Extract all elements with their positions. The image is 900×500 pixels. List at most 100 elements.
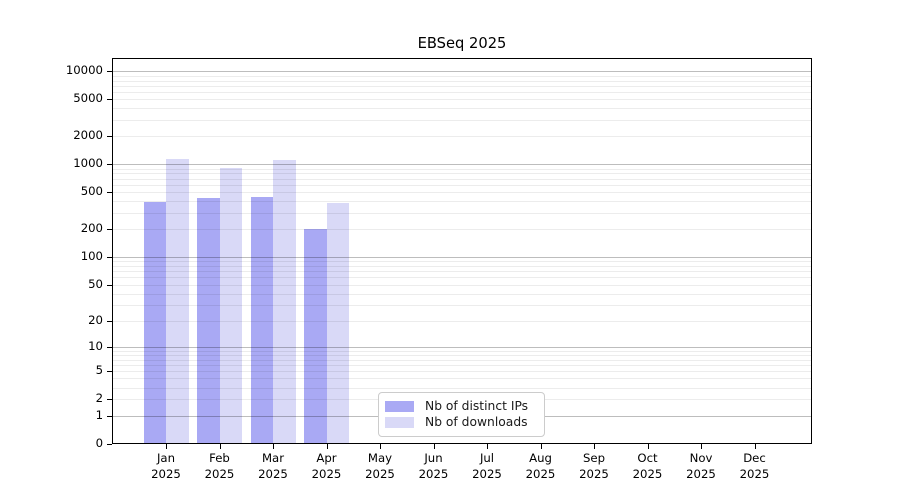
gridline-minor [112,120,812,122]
x-tick-line: 2025 [204,466,235,481]
x-tick-line: Dec [743,451,766,465]
x-axis-tick [166,444,167,449]
y-axis-tick [107,371,112,373]
y-axis-tick [107,399,112,401]
legend-label: Nb of downloads [425,415,528,430]
bar-nb-of-downloads-mar-2025 [273,160,296,444]
plot-area [112,58,812,444]
x-tick-line: 2025 [311,466,342,481]
y-axis-tick-label: 2000 [73,128,103,143]
x-tick-line: Apr [316,451,337,465]
gridline-minor [112,371,812,373]
y-axis-tick [107,346,112,348]
gridline-minor [112,136,812,138]
gridline-minor [112,304,812,306]
gridline-minor [112,229,812,231]
gridline-major [112,164,812,166]
gridline-minor [112,212,812,214]
x-axis-tick [647,444,649,449]
gridline-minor [112,350,812,352]
gridline-minor [112,85,812,87]
gridline-minor [112,387,812,389]
y-axis-tick-label: 200 [80,221,103,236]
x-tick-line: Mar [261,451,285,465]
gridline-minor [112,284,812,286]
x-tick-line: 2025 [151,466,181,481]
x-axis-tick-label-mar: Mar 2025 [246,451,300,482]
x-tick-line: Aug [529,451,552,465]
y-axis-tick-label: 500 [80,184,103,199]
gridline-minor [112,354,812,356]
x-tick-line: 2025 [686,466,716,481]
x-axis-tick [487,444,488,449]
gridline-minor [112,261,812,263]
x-axis-tick [380,444,381,449]
x-tick-line: 2025 [472,466,502,481]
gridline-minor [112,99,812,101]
gridline-minor [112,271,812,273]
legend-item-nb-of-distinct-ips: Nb of distinct IPs [385,398,535,414]
gridline-major [112,71,812,73]
bar-nb-of-distinct-ips-mar-2025 [250,197,273,444]
gridline-minor [112,293,812,295]
chart-title: EBSeq 2025 [417,35,507,52]
gridline-minor [112,75,812,77]
y-axis-tick [107,164,112,166]
gridline-minor [112,80,812,82]
y-axis-tick [107,99,112,101]
bar-nb-of-distinct-ips-feb-2025 [197,197,220,444]
gridline-minor [112,173,812,175]
gridline-minor [112,201,812,203]
gridline-minor [112,178,812,180]
x-tick-line: 2025 [418,466,449,481]
bar-nb-of-downloads-apr-2025 [326,202,349,444]
y-axis-tick [107,415,112,417]
x-tick-line: May [367,451,393,465]
x-axis-tick [594,444,595,449]
y-axis-tick-label: 50 [88,276,103,291]
y-axis-tick [107,443,112,445]
x-tick-line: Sep [582,451,606,465]
y-axis-tick [107,257,112,259]
x-tick-line: Nov [689,451,713,465]
x-tick-line: Jun [424,451,443,465]
x-axis-tick [326,444,328,449]
x-tick-line: Feb [209,451,230,465]
legend-swatch-nb-of-distinct-ips [385,400,414,412]
bar-nb-of-distinct-ips-apr-2025 [304,229,327,444]
y-axis-tick [107,320,112,322]
gridline-minor [112,378,812,380]
gridline-minor [112,192,812,194]
x-tick-line: 2025 [739,466,770,481]
y-axis-tick-label: 20 [88,312,103,327]
gridline-major [112,346,812,348]
gridline-major [112,257,812,259]
x-tick-line: 2025 [258,466,288,481]
y-axis-tick-label: 100 [80,249,103,264]
x-axis-tick-label-feb: Feb 2025 [193,451,247,482]
x-axis-tick-label-dec: Dec 2025 [728,451,782,482]
x-axis-tick-label-jul: Jul 2025 [460,451,514,482]
x-axis-tick [273,444,274,449]
y-axis-tick [107,192,112,194]
legend: Nb of distinct IPs Nb of downloads [378,392,545,437]
x-axis-tick-label-oct: Oct 2025 [621,451,675,482]
y-axis-tick-label: 5000 [73,91,103,106]
x-axis-tick-label-nov: Nov 2025 [674,451,728,482]
x-axis-tick [754,444,756,449]
gridline-minor [112,108,812,110]
x-axis-tick [433,444,435,449]
gridline-minor [112,92,812,94]
x-axis-tick-label-jan: Jan 2025 [139,451,193,482]
bar-nb-of-downloads-feb-2025 [219,167,242,444]
x-tick-line: Jan [156,451,176,465]
x-tick-line: 2025 [525,466,556,481]
gridline-minor [112,359,812,361]
x-tick-line: Oct [637,451,658,465]
x-axis-tick-label-aug: Aug 2025 [514,451,568,482]
y-axis-tick [107,229,112,231]
x-tick-line: 2025 [579,466,609,481]
x-axis-tick-label-may: May 2025 [353,451,407,482]
legend-item-nb-of-downloads: Nb of downloads [385,414,535,430]
bar-nb-of-distinct-ips-jan-2025 [143,201,166,444]
